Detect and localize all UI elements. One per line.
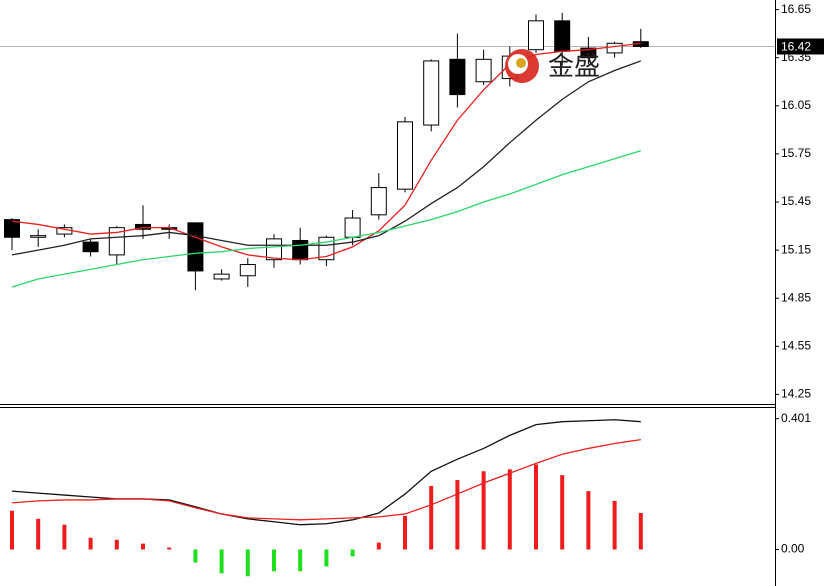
y-tick-label: 15.75 (781, 146, 811, 160)
histogram-bar (36, 518, 41, 550)
y-tick-label: 14.25 (781, 387, 811, 401)
histogram-bar (638, 512, 643, 550)
histogram-bar (376, 542, 381, 550)
indicator-line (11, 150, 641, 288)
candle-body (606, 42, 623, 54)
indicator-line (11, 42, 641, 261)
candle-body (554, 20, 571, 52)
histogram-bar (62, 524, 67, 550)
histogram-bar (350, 549, 355, 557)
candle-body (580, 47, 597, 59)
last-price-box (777, 38, 824, 55)
candle-body (30, 235, 47, 238)
histogram-bar (586, 491, 591, 550)
histogram-bar (429, 485, 434, 550)
histogram-bar (141, 543, 145, 550)
y-tick-label: 15.15 (781, 242, 811, 256)
y-tick-label: 0.00 (781, 542, 805, 556)
y-tick-label: 16.65 (781, 2, 811, 16)
candle-body (135, 223, 151, 230)
histogram-bar (534, 464, 538, 550)
candle-body (239, 264, 256, 277)
histogram-bar (245, 549, 250, 577)
candle-body (475, 58, 492, 83)
indicator-line (11, 60, 642, 256)
candle-body (292, 239, 309, 261)
indicator-line (11, 438, 641, 521)
histogram-bar (324, 549, 329, 567)
candle-body (108, 227, 125, 256)
histogram-bar (88, 537, 93, 550)
candle-body (370, 187, 387, 216)
histogram-bar (193, 549, 198, 563)
histogram-bar (560, 475, 565, 550)
histogram-bar (507, 469, 512, 550)
candle-body (397, 121, 413, 190)
y-tick-label: 14.85 (781, 290, 811, 304)
candle-body (266, 238, 282, 261)
histogram-bar (10, 510, 14, 550)
watermark: 金盛 (548, 51, 600, 81)
candle-body (187, 222, 204, 272)
histogram-bar (403, 515, 407, 550)
histogram-bar (114, 539, 119, 550)
histogram-bar (612, 500, 617, 550)
candle-body (528, 20, 544, 51)
candle-body (4, 219, 20, 238)
candle-body (344, 217, 361, 238)
y-tick-label: 0.401 (781, 411, 811, 425)
histogram-bar (481, 471, 486, 550)
y-tick-label: 14.55 (781, 338, 811, 352)
histogram-bar (167, 547, 172, 550)
histogram-bar (455, 480, 460, 550)
histogram-bar (272, 549, 276, 572)
y-tick-label: 15.45 (781, 194, 811, 208)
histogram-bar (298, 549, 303, 572)
histogram-bar (219, 549, 224, 574)
candle-body (82, 241, 99, 253)
last-price-label: 16.42 (781, 40, 811, 54)
y-tick-label: 16.05 (781, 98, 811, 112)
candle-body (213, 273, 230, 280)
candle-body (423, 60, 440, 126)
candle-body (449, 58, 466, 96)
logo (516, 58, 526, 68)
